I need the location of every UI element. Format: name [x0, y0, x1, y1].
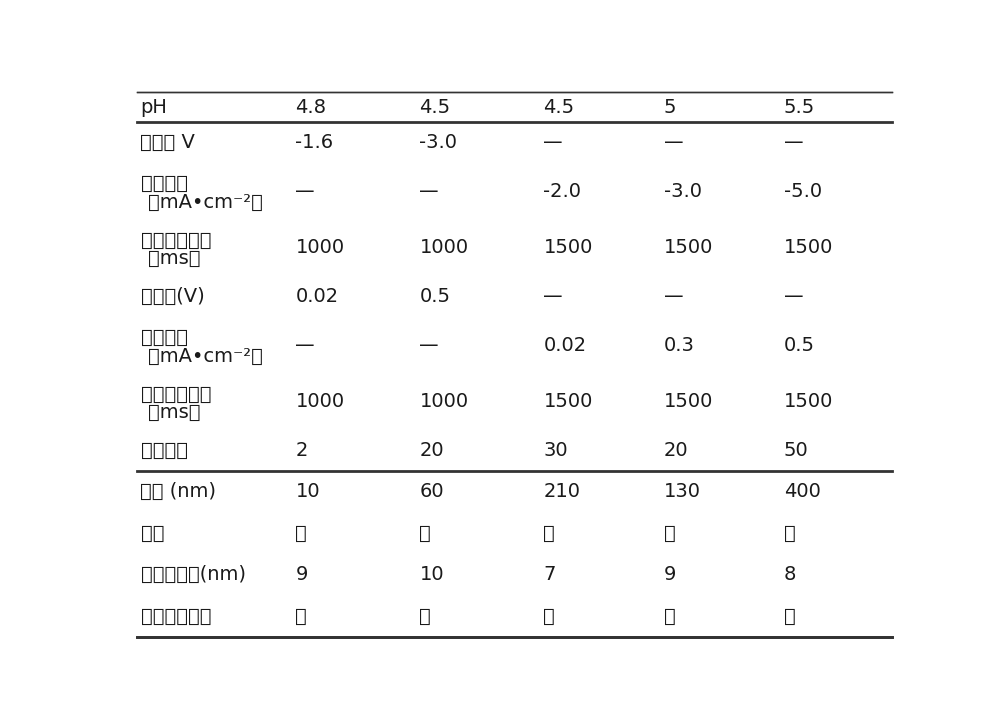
- Text: （ms）: （ms）: [148, 403, 201, 422]
- Text: 1000: 1000: [296, 392, 345, 411]
- Text: 5.5: 5.5: [784, 97, 815, 116]
- Text: 4.8: 4.8: [296, 97, 326, 116]
- Text: —: —: [664, 133, 683, 152]
- Text: （mA•cm⁻²）: （mA•cm⁻²）: [148, 347, 263, 365]
- Text: 阳极电流: 阳极电流: [140, 329, 188, 347]
- Text: 5: 5: [664, 97, 676, 116]
- Text: 金平均粒径(nm): 金平均粒径(nm): [140, 565, 246, 584]
- Text: 20: 20: [420, 441, 444, 460]
- Text: 针孔: 针孔: [140, 524, 164, 543]
- Text: —: —: [296, 336, 315, 355]
- Text: 1500: 1500: [544, 238, 593, 257]
- Text: 无: 无: [664, 606, 675, 626]
- Text: -3.0: -3.0: [420, 133, 458, 152]
- Text: 9: 9: [296, 565, 308, 584]
- Text: 无: 无: [544, 606, 555, 626]
- Text: （ms）: （ms）: [148, 249, 201, 268]
- Text: 无: 无: [296, 606, 307, 626]
- Text: 膜厚 (nm): 膜厚 (nm): [140, 482, 216, 502]
- Text: 1500: 1500: [784, 392, 833, 411]
- Text: —: —: [784, 287, 803, 306]
- Text: 循环次数: 循环次数: [140, 441, 188, 460]
- Text: 负向脉冲时间: 负向脉冲时间: [140, 230, 211, 250]
- Text: 210: 210: [544, 482, 580, 502]
- Text: 20: 20: [664, 441, 688, 460]
- Text: 10: 10: [420, 565, 444, 584]
- Text: 1500: 1500: [544, 392, 593, 411]
- Text: -5.0: -5.0: [784, 182, 822, 201]
- Text: 50: 50: [784, 441, 808, 460]
- Text: 0.02: 0.02: [296, 287, 339, 306]
- Text: 无: 无: [784, 524, 796, 543]
- Text: 无: 无: [664, 524, 675, 543]
- Text: 1500: 1500: [784, 238, 833, 257]
- Text: —: —: [784, 133, 803, 152]
- Text: 0.02: 0.02: [544, 336, 587, 355]
- Text: 0.5: 0.5: [784, 336, 815, 355]
- Text: 无: 无: [420, 524, 431, 543]
- Text: —: —: [664, 287, 683, 306]
- Text: —: —: [544, 287, 563, 306]
- Text: 1000: 1000: [420, 392, 469, 411]
- Text: 8: 8: [784, 565, 796, 584]
- Text: 正偏压(V): 正偏压(V): [140, 287, 204, 306]
- Text: 阴极电流: 阴极电流: [140, 174, 188, 193]
- Text: 正向脉冲时间: 正向脉冲时间: [140, 385, 211, 404]
- Text: -3.0: -3.0: [664, 182, 702, 201]
- Text: —: —: [420, 182, 439, 201]
- Text: 130: 130: [664, 482, 701, 502]
- Text: 4.5: 4.5: [544, 97, 575, 116]
- Text: 2: 2: [296, 441, 308, 460]
- Text: -2.0: -2.0: [544, 182, 582, 201]
- Text: 10: 10: [296, 482, 320, 502]
- Text: 7: 7: [544, 565, 556, 584]
- Text: 60: 60: [420, 482, 444, 502]
- Text: —: —: [544, 133, 563, 152]
- Text: -1.6: -1.6: [296, 133, 334, 152]
- Text: 0.3: 0.3: [664, 336, 694, 355]
- Text: 无: 无: [784, 606, 796, 626]
- Text: —: —: [296, 182, 315, 201]
- Text: 400: 400: [784, 482, 821, 502]
- Text: 无: 无: [544, 524, 555, 543]
- Text: 无: 无: [420, 606, 431, 626]
- Text: 负偏压 V: 负偏压 V: [140, 133, 195, 152]
- Text: 1000: 1000: [296, 238, 345, 257]
- Text: —: —: [420, 336, 439, 355]
- Text: （mA•cm⁻²）: （mA•cm⁻²）: [148, 193, 263, 212]
- Text: 无: 无: [296, 524, 307, 543]
- Text: 30: 30: [544, 441, 568, 460]
- Text: 有无起泡拱皮: 有无起泡拱皮: [140, 606, 211, 626]
- Text: 0.5: 0.5: [420, 287, 450, 306]
- Text: 1000: 1000: [420, 238, 469, 257]
- Text: 9: 9: [664, 565, 676, 584]
- Text: 1500: 1500: [664, 238, 713, 257]
- Text: pH: pH: [140, 97, 167, 116]
- Text: 4.5: 4.5: [420, 97, 451, 116]
- Text: 1500: 1500: [664, 392, 713, 411]
